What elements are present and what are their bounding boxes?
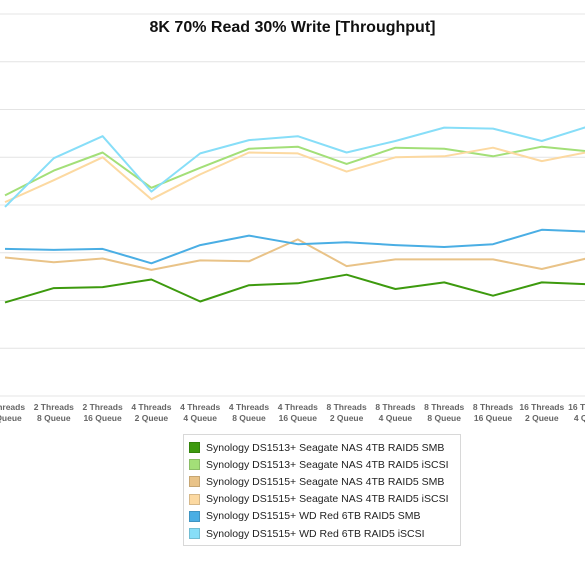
legend-item: Synology DS1513+ Seagate NAS 4TB RAID5 i… xyxy=(189,456,455,473)
series-line xyxy=(4,228,585,265)
series-line xyxy=(4,146,585,204)
series-line xyxy=(4,126,585,208)
legend-item: Synology DS1515+ Seagate NAS 4TB RAID5 i… xyxy=(189,491,455,508)
series-line xyxy=(4,273,585,304)
x-tick-label: 4 Threads 16 Queue xyxy=(278,402,318,423)
legend-swatch xyxy=(189,442,200,454)
legend-item: Synology DS1515+ WD Red 6TB RAID5 SMB xyxy=(189,508,455,525)
x-tick-label: 2 Threads 16 Queue xyxy=(83,402,123,423)
x-tick-label: 8 Threads 16 Queue xyxy=(473,402,513,423)
legend-item: Synology DS1515+ WD Red 6TB RAID5 iSCSI xyxy=(189,525,455,542)
legend-label: Synology DS1515+ Seagate NAS 4TB RAID5 i… xyxy=(206,493,449,506)
legend-swatch xyxy=(189,510,200,522)
legend-label: Synology DS1515+ Seagate NAS 4TB RAID5 S… xyxy=(206,475,445,488)
x-tick-label: 2 Threads 8 Queue xyxy=(34,402,74,423)
gridlines xyxy=(0,13,585,397)
series-lines xyxy=(4,126,585,304)
legend-swatch xyxy=(189,476,200,488)
x-tick-label: 8 Threads 8 Queue xyxy=(424,402,464,423)
x-tick-label: 4 Threads 8 Queue xyxy=(229,402,269,423)
legend-label: Synology DS1513+ Seagate NAS 4TB RAID5 i… xyxy=(206,458,449,471)
x-tick-label: 8 Threads 2 Queue xyxy=(327,402,367,423)
series-line xyxy=(4,238,585,271)
legend-item: Synology DS1515+ Seagate NAS 4TB RAID5 S… xyxy=(189,473,455,490)
legend-swatch xyxy=(189,459,200,471)
legend-swatch xyxy=(189,493,200,505)
series-line xyxy=(4,145,585,197)
legend-label: Synology DS1515+ WD Red 6TB RAID5 SMB xyxy=(206,510,421,523)
legend-label: Synology DS1515+ WD Red 6TB RAID5 iSCSI xyxy=(206,527,425,540)
x-tick-label: 8 Threads 4 Queue xyxy=(375,402,415,423)
legend-label: Synology DS1513+ Seagate NAS 4TB RAID5 S… xyxy=(206,441,445,454)
legend-item: Synology DS1513+ Seagate NAS 4TB RAID5 S… xyxy=(189,439,455,456)
legend: Synology DS1513+ Seagate NAS 4TB RAID5 S… xyxy=(183,434,461,546)
x-tick-label: 4 Threads 2 Queue xyxy=(131,402,171,423)
legend-swatch xyxy=(189,528,200,540)
chart-title: 8K 70% Read 30% Write [Throughput] xyxy=(149,19,436,36)
x-tick-label: 16 Threads 2 Queue xyxy=(519,402,564,423)
x-tick-label: 4 Threads 4 Queue xyxy=(180,402,220,423)
